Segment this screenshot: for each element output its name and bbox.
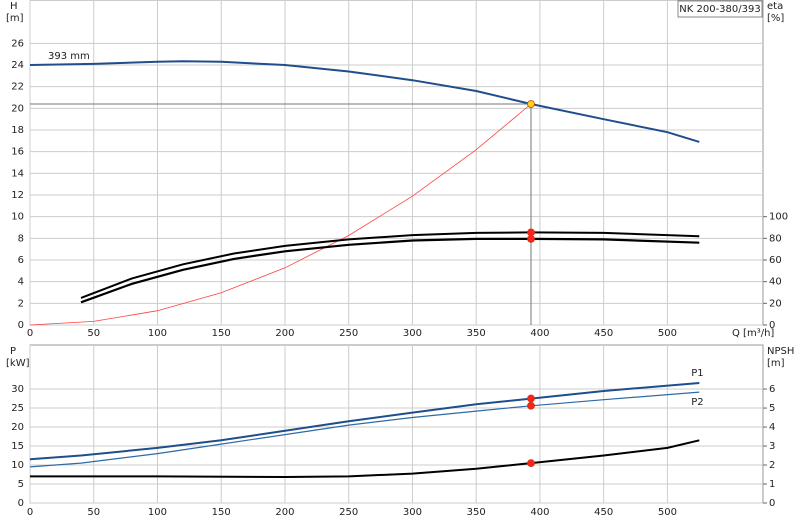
x-tick-label: 500 <box>658 328 677 339</box>
x-tick-label: 100 <box>148 507 167 518</box>
operating-point <box>527 100 535 108</box>
y-axis-label: H <box>10 1 18 12</box>
y2-tick-label: 5 <box>769 403 775 414</box>
y-tick-label: 8 <box>18 233 24 244</box>
y-tick-label: 5 <box>18 479 24 490</box>
y-tick-label: 16 <box>11 147 24 158</box>
y-tick-label: 22 <box>11 82 24 93</box>
plot-area <box>29 0 764 326</box>
curve <box>29 382 700 461</box>
operating-point <box>527 228 535 237</box>
x-tick-label: 300 <box>403 507 422 518</box>
operating-point <box>527 459 535 468</box>
x-tick-label: 250 <box>339 328 358 339</box>
y2-tick-label: 0 <box>769 320 775 331</box>
y-tick-label: 20 <box>11 422 24 433</box>
x-tick-label: 350 <box>467 328 486 339</box>
operating-point <box>527 394 535 403</box>
x-tick-label: 250 <box>339 507 358 518</box>
x-tick-label: 150 <box>212 328 231 339</box>
x-tick-label: 500 <box>658 507 677 518</box>
title-box <box>677 0 763 18</box>
curve-label: P2 <box>691 397 703 408</box>
operating-point <box>527 401 535 410</box>
y2-tick-label: 40 <box>769 277 782 288</box>
y-tick-label: 0 <box>18 498 24 509</box>
x-tick-label: 100 <box>148 328 167 339</box>
plot-area <box>29 344 764 504</box>
y-axis-unit: [m] <box>6 13 24 24</box>
y-axis-unit: [kW] <box>6 358 30 369</box>
curve-label: 393 mm <box>48 51 90 62</box>
y-tick-label: 18 <box>11 125 24 136</box>
y-tick-label: 2 <box>18 298 24 309</box>
y-tick-label: 4 <box>18 277 24 288</box>
y-tick-label: 15 <box>11 441 24 452</box>
y-tick-label: 14 <box>11 168 24 179</box>
x-tick-label: 350 <box>467 507 486 518</box>
x-tick-label: 300 <box>403 328 422 339</box>
y2-tick-label: 100 <box>769 212 788 223</box>
x-tick-label: 450 <box>594 328 613 339</box>
y2-tick-label: 1 <box>769 479 775 490</box>
y-tick-label: 24 <box>11 60 24 71</box>
x-tick-label: 50 <box>87 507 100 518</box>
y-tick-label: 10 <box>11 460 24 471</box>
curve <box>29 60 700 143</box>
x-tick-label: 450 <box>594 507 613 518</box>
y-tick-label: 26 <box>11 38 24 49</box>
x-tick-label: 200 <box>275 507 294 518</box>
y-tick-label: 12 <box>11 190 24 201</box>
operating-point <box>527 234 535 243</box>
y-tick-label: 6 <box>18 255 24 266</box>
x-tick-label: 400 <box>530 507 549 518</box>
y2-tick-label: 60 <box>769 255 782 266</box>
x-tick-label: 150 <box>212 507 231 518</box>
curve <box>29 391 700 468</box>
x-tick-label: 0 <box>27 507 33 518</box>
y2-tick-label: 4 <box>769 422 775 433</box>
y2-axis-unit: [m] <box>767 358 785 369</box>
y2-axis-unit: [%] <box>767 13 784 24</box>
x-tick-label: 400 <box>530 328 549 339</box>
curve <box>30 439 700 479</box>
x-tick-label: 50 <box>87 328 100 339</box>
y-tick-label: 10 <box>11 212 24 223</box>
y2-tick-label: 2 <box>769 460 775 471</box>
curve-label: P1 <box>691 368 703 379</box>
y-axis-label: P <box>10 346 16 357</box>
y-tick-label: 20 <box>11 103 24 114</box>
y2-tick-label: 3 <box>769 441 775 452</box>
x-axis-label: Q [m³/h] <box>732 328 774 339</box>
y2-tick-label: 6 <box>769 384 775 395</box>
curve <box>80 237 700 304</box>
chart-title: NK 200-380/393 <box>679 4 760 15</box>
y-tick-label: 25 <box>11 403 24 414</box>
y2-tick-label: 0 <box>769 498 775 509</box>
x-tick-label: 200 <box>275 328 294 339</box>
y-tick-label: 0 <box>18 320 24 331</box>
y2-axis-label: NPSH <box>767 346 794 357</box>
y2-tick-label: 80 <box>769 233 782 244</box>
y-tick-label: 30 <box>11 384 24 395</box>
curve <box>80 231 700 299</box>
x-tick-label: 0 <box>27 328 33 339</box>
y2-tick-label: 20 <box>769 298 782 309</box>
curve <box>29 103 532 326</box>
y2-axis-label: eta <box>767 1 783 12</box>
